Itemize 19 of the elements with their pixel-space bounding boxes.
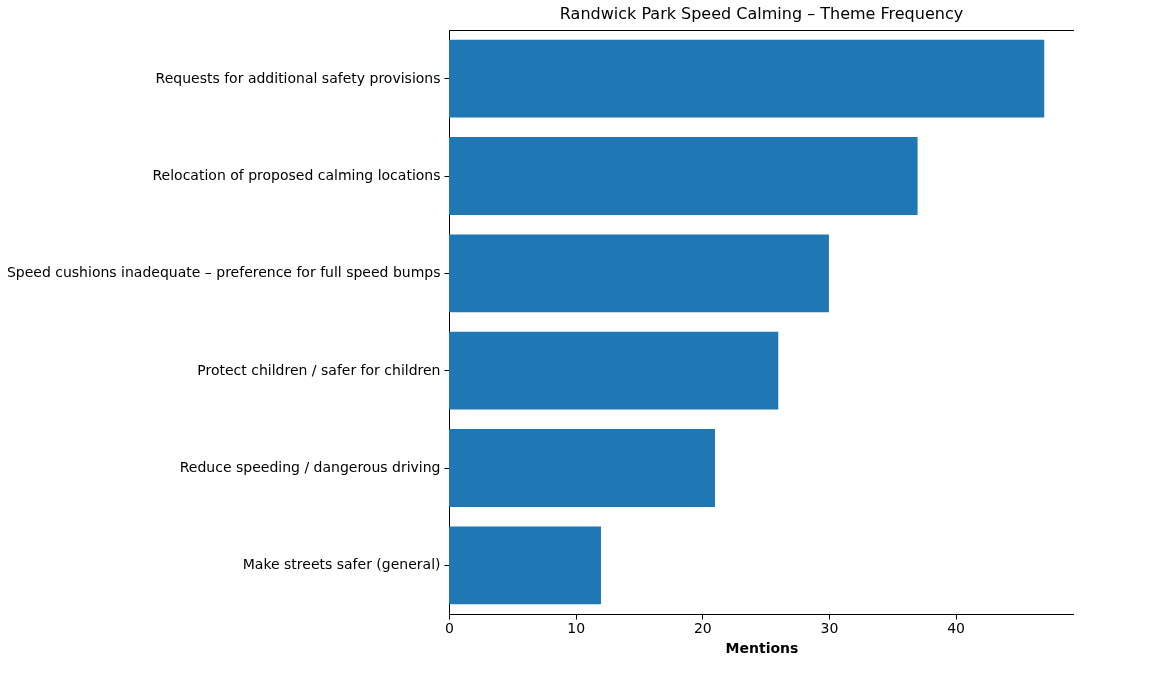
bar <box>449 429 715 507</box>
x-axis-title: Mentions <box>725 639 799 656</box>
y-tick-label: Make streets safer (general) <box>242 556 441 573</box>
bar <box>449 526 601 605</box>
y-tick-label: Speed cushions inadequate – preference for full speed bumps <box>6 264 441 281</box>
x-tick-label: 10 <box>567 619 586 636</box>
bar <box>449 331 779 410</box>
bar <box>449 39 1045 118</box>
y-tick-label: Reduce speeding / dangerous driving <box>179 459 441 475</box>
y-tick-label: Requests for additional safety provisions <box>155 69 441 86</box>
x-tick-label: 0 <box>445 619 454 636</box>
x-tick-label: 20 <box>693 619 712 636</box>
y-tick-label: Protect children / safer for children <box>197 361 441 378</box>
y-tick-label: Relocation of proposed calming locations <box>152 167 441 183</box>
bar <box>449 137 918 215</box>
x-tick-label: 40 <box>947 619 965 636</box>
bar <box>449 234 829 313</box>
chart-title: Randwick Park Speed Calming – Theme Frequency <box>559 4 964 23</box>
x-tick-label: 30 <box>820 619 839 636</box>
